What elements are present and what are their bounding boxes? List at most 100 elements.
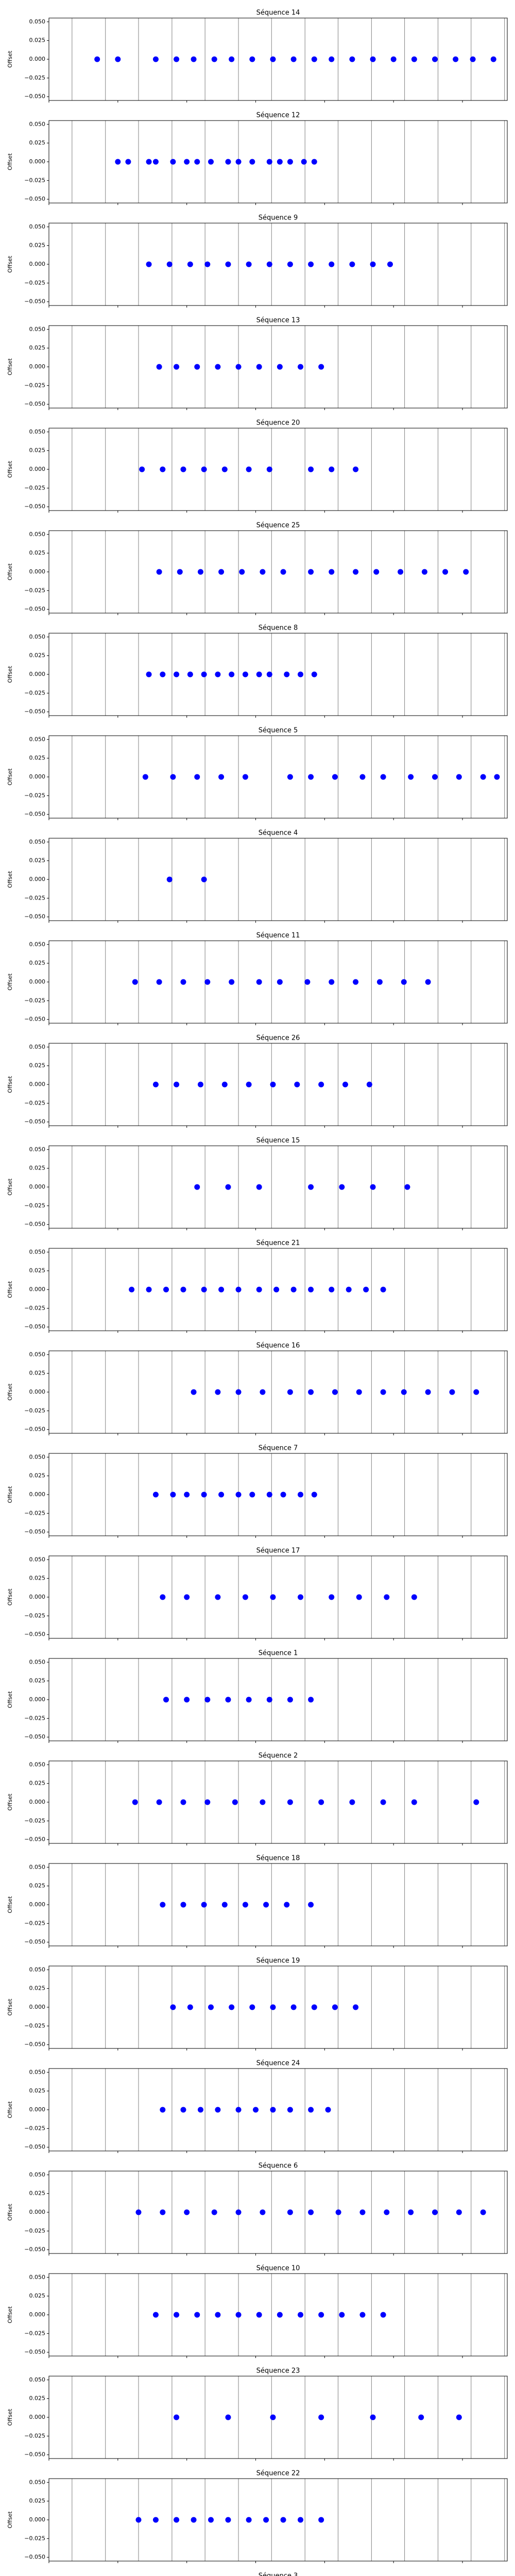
data-point <box>260 1389 266 1395</box>
y-tick-label: 0.025 <box>29 1267 46 1274</box>
data-point <box>329 466 335 472</box>
data-point <box>204 261 211 267</box>
data-point <box>160 2107 166 2113</box>
data-point <box>152 159 159 165</box>
y-tick-label: 0.000 <box>29 1696 46 1703</box>
data-point <box>156 569 162 575</box>
plot-frame <box>48 2376 508 2459</box>
y-tick-label: 0.000 <box>29 2414 46 2420</box>
data-point <box>480 2209 486 2215</box>
y-tick-label: 0.000 <box>29 876 46 883</box>
y-tick-label: −0.025 <box>24 792 45 799</box>
data-point <box>480 774 486 780</box>
data-point <box>225 159 231 165</box>
y-tick-label: 0.025 <box>29 1165 46 1172</box>
y-tick-label: 0.000 <box>29 2209 46 2215</box>
data-point <box>194 774 200 780</box>
y-tick-label: −0.025 <box>24 1099 45 1106</box>
data-point <box>215 1389 221 1395</box>
data-point <box>390 56 397 62</box>
data-point <box>246 1081 252 1088</box>
y-tick-label: −0.050 <box>24 606 45 613</box>
data-point <box>253 2107 259 2113</box>
y-tick-label: 0.050 <box>29 941 46 947</box>
data-point <box>353 2004 359 2010</box>
data-point <box>163 1697 169 1703</box>
data-point <box>225 1697 231 1703</box>
plot-frame <box>48 1760 508 1844</box>
chart-title: Séquence 7 <box>259 1445 298 1452</box>
data-point <box>297 2517 303 2523</box>
data-point <box>256 364 262 370</box>
data-point <box>380 1286 386 1293</box>
y-tick-label: 0.000 <box>29 1799 46 1805</box>
data-point <box>263 1902 269 1908</box>
data-point <box>363 1286 369 1293</box>
data-point <box>201 1492 207 1498</box>
data-point <box>235 1492 242 1498</box>
data-point <box>432 56 438 62</box>
data-point <box>180 1902 186 1908</box>
y-tick-label: 0.050 <box>29 18 46 25</box>
data-point <box>218 1286 225 1293</box>
y-tick-label: −0.025 <box>24 1304 45 1311</box>
data-point <box>221 1081 228 1088</box>
y-tick-label: −0.050 <box>24 1734 45 1740</box>
data-point <box>311 159 317 165</box>
data-point <box>204 979 211 985</box>
y-tick-label: 0.000 <box>29 56 46 62</box>
y-tick-label: 0.050 <box>29 1863 46 1870</box>
data-point <box>132 979 138 985</box>
y-tick-label: −0.025 <box>24 1510 45 1516</box>
data-point <box>408 774 414 780</box>
data-point <box>456 774 462 780</box>
y-tick-label: 0.025 <box>29 140 46 146</box>
y-tick-label: 0.000 <box>29 363 46 370</box>
data-point <box>215 2107 221 2113</box>
data-point <box>370 1184 376 1190</box>
data-point <box>201 466 207 472</box>
y-tick-label: −0.050 <box>24 1939 45 1945</box>
data-point <box>270 1594 276 1600</box>
chart-title: Séquence 11 <box>256 932 300 940</box>
data-point <box>432 2209 438 2215</box>
y-axis-label: Offset <box>7 1486 13 1503</box>
y-tick-label: 0.050 <box>29 1761 46 1768</box>
data-point <box>180 1286 186 1293</box>
chart-title: Séquence 22 <box>256 2470 300 2478</box>
data-point <box>401 1389 407 1395</box>
data-point <box>201 671 207 677</box>
data-point <box>232 1799 238 1805</box>
data-point <box>473 1799 479 1805</box>
data-point <box>180 466 186 472</box>
data-point <box>318 2517 324 2523</box>
data-point <box>349 1799 355 1805</box>
chart-title: Séquence 21 <box>256 1240 300 1247</box>
y-tick-label: −0.050 <box>24 2041 45 2048</box>
y-tick-label: 0.025 <box>29 37 46 44</box>
y-axis-label: Offset <box>7 1691 13 1708</box>
data-point <box>215 364 221 370</box>
data-point <box>135 2209 142 2215</box>
y-axis-label: Offset <box>7 768 13 786</box>
y-tick-label: −0.025 <box>24 1407 45 1414</box>
y-tick-label: −0.050 <box>24 2246 45 2253</box>
data-point <box>215 2312 221 2318</box>
data-point <box>284 671 290 677</box>
data-point <box>311 2004 317 2010</box>
data-point <box>249 2004 255 2010</box>
y-tick-label: −0.025 <box>24 1715 45 1721</box>
plot-frame <box>48 2068 508 2151</box>
data-point <box>270 2107 276 2113</box>
data-point <box>132 1799 138 1805</box>
y-tick-label: 0.025 <box>29 2293 46 2299</box>
plot-frame <box>48 735 508 819</box>
data-point <box>256 1286 262 1293</box>
data-point <box>197 569 203 575</box>
plot-frame <box>48 530 508 614</box>
data-point <box>180 1799 186 1805</box>
data-point <box>287 159 293 165</box>
data-point <box>339 2312 345 2318</box>
y-tick-label: −0.050 <box>24 1221 45 1228</box>
chart-title: Séquence 14 <box>256 9 300 17</box>
